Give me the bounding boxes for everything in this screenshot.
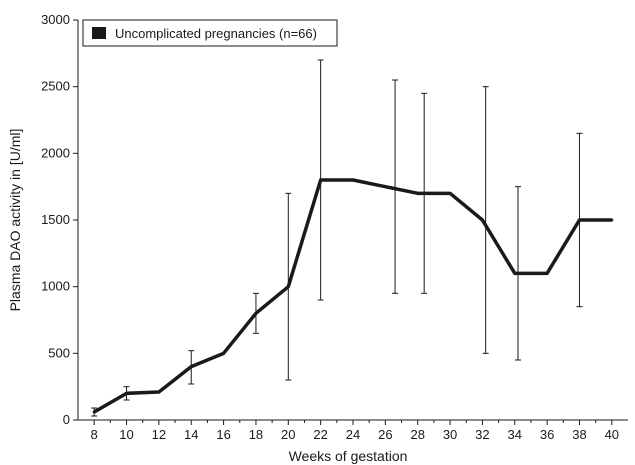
y-axis-title: Plasma DAO activity in [U/ml] [7,129,23,312]
y-tick-label: 1000 [41,279,70,294]
x-tick-label: 38 [572,427,586,442]
data-point [351,178,355,182]
data-point [92,410,96,414]
x-tick-label: 8 [91,427,98,442]
data-point [416,191,420,195]
data-point [319,178,323,182]
x-tick-label: 16 [216,427,230,442]
x-tick-label: 26 [378,427,392,442]
x-tick-label: 40 [605,427,619,442]
error-bars [91,59,583,417]
data-point [125,391,129,395]
x-tick-label: 14 [184,427,198,442]
data-point [383,185,387,189]
x-tick-label: 10 [119,427,133,442]
legend-swatch [92,27,106,39]
x-tick-label: 12 [152,427,166,442]
y-tick-label: 2500 [41,79,70,94]
legend: Uncomplicated pregnancies (n=66) [82,19,338,47]
data-point [286,285,290,289]
y-tick-label: 1500 [41,212,70,227]
data-point [513,271,517,275]
x-tick-label: 24 [346,427,360,442]
x-tick-label: 30 [443,427,457,442]
x-tick-label: 22 [313,427,327,442]
y-tick-label: 3000 [41,12,70,27]
y-tick-label: 500 [48,345,70,360]
legend-box [82,19,338,47]
x-axis-title: Weeks of gestation [289,448,408,464]
data-point [254,311,258,315]
y-tick-label: 0 [63,412,70,427]
x-tick-label: 28 [410,427,424,442]
legend-label: Uncomplicated pregnancies (n=66) [115,26,317,41]
x-tick-label: 18 [249,427,263,442]
data-point [577,218,581,222]
y-tick-label: 2000 [41,145,70,160]
data-point [189,365,193,369]
y-axis-ticks: 0 500 1000 1500 2000 2500 3000 [41,12,78,427]
data-point [610,218,614,222]
x-tick-label: 34 [508,427,522,442]
plot-area: 0 500 1000 1500 2000 2500 3000 8 10 12 14 16 18 20 22… [41,12,628,442]
series-line [93,178,612,414]
data-point [222,351,226,355]
x-tick-label: 36 [540,427,554,442]
data-point [545,271,549,275]
x-tick-label: 32 [475,427,489,442]
x-tick-label: 20 [281,427,295,442]
x-axis-ticks: 8 10 12 14 16 18 20 22 24 26 28 30 32 34 36 38 40 [91,420,619,442]
series-group [92,178,614,414]
data-point [480,218,484,222]
data-point [157,390,161,394]
data-point [448,191,452,195]
